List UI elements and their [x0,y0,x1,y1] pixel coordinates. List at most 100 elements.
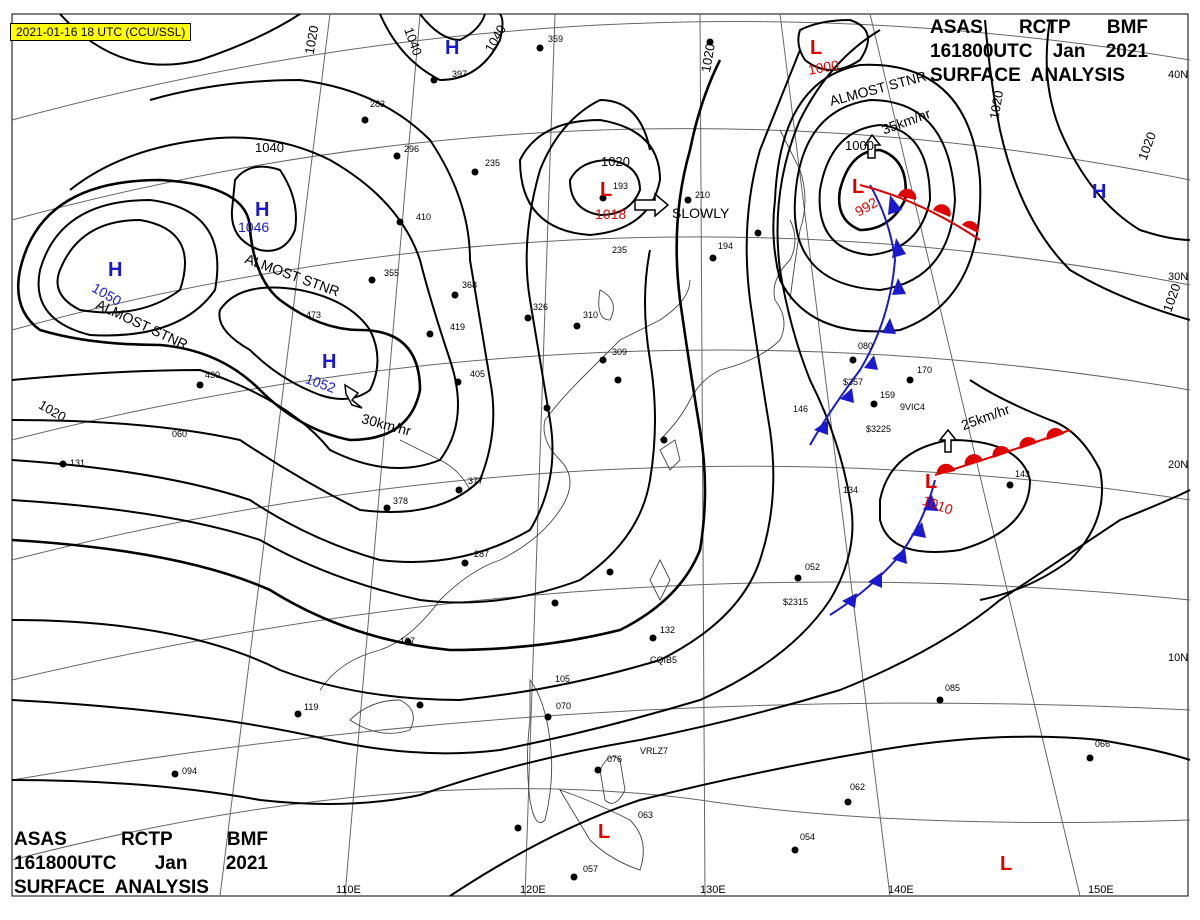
station-value: 296 [404,144,419,154]
isobars [11,13,1191,897]
high-letter: H [445,37,459,59]
cold-front-south [829,479,938,616]
station-value: 105 [555,674,570,684]
isobar-label: 1020 [698,42,718,73]
station-value: 473 [306,310,321,320]
station-value: 397 [452,69,467,79]
warm-front-north [859,184,981,241]
isobar-label: 1040 [255,140,284,155]
header-code: BMF [1106,17,1148,38]
grid-labels: 110E 120E 130E 140E 150E 40N 30N 20N 10N [336,69,1188,896]
header-agency: ASAS [930,17,983,38]
low-value: 1000 [807,57,841,78]
station-value: 410 [416,212,431,222]
header-year: 2021 [225,853,268,874]
station-value: 194 [718,241,733,251]
low-center-1000: L 1000 [807,37,841,78]
station-value: 430 [205,370,220,380]
station-value: 143 [1015,469,1030,479]
station-value: 235 [485,158,500,168]
header-month: Jan [1052,41,1086,62]
low-value: 1018 [595,206,626,222]
cold-front-north [809,184,906,446]
station-markers [59,38,1094,881]
lat-label-10n: 10N [1168,652,1188,664]
station-value: 283 [370,99,385,109]
header-station: RCTP [120,829,173,850]
isobar-label: 1020 [601,154,630,169]
timestamp-badge: 2021-01-16 18 UTC (CCU/SSL) [10,23,192,41]
low-letter: L [925,471,937,493]
high-letter: H [255,199,269,221]
lon-label-120e: 120E [520,884,546,896]
header-year: 2021 [1105,41,1148,62]
station-value: 062 [850,782,865,792]
station-value: 368 [462,280,477,290]
header-station: RCTP [1018,17,1071,38]
lon-label-140e: 140E [888,884,914,896]
header-title: SURFACE ANALYSIS [930,65,1125,86]
station-value: 405 [470,369,485,379]
station-value: 070 [556,701,571,711]
lat-label-30n: 30N [1168,271,1188,283]
station-value: 132 [660,625,675,635]
station-value: 054 [800,832,815,842]
lat-lon-grid [11,13,1191,897]
station-value: 419 [450,322,465,332]
high-center-1046: H 1046 [238,199,269,235]
high-letter: H [108,259,122,281]
station-value: $357 [843,377,863,387]
station-value: 309 [612,347,627,357]
station-value: 052 [805,562,820,572]
station-value: 134 [843,485,858,495]
warm-front-south [934,427,1071,476]
lat-label-20n: 20N [1168,459,1188,471]
station-value: 094 [182,766,197,776]
station-value: CQIB5 [650,655,677,665]
station-value: 310 [583,310,598,320]
station-value: 085 [945,683,960,693]
note-slowly: SLOWLY [672,205,730,221]
isobar-label: 1020 [986,89,1006,120]
low-center-1018: L 1018 [595,179,626,222]
station-values: 359 397 283 296 235 410 355 368 419 326 … [70,34,1110,874]
lon-label-110e: 110E [336,884,361,896]
lat-label-40n: 40N [1168,69,1188,81]
chart-header-bottom: ASAS RCTP BMF 161800UTC Jan 2021 SURFACE… [14,828,268,900]
lon-label-150e: 150E [1088,884,1114,896]
station-value: 355 [384,268,399,278]
isobar-label: 1020 [302,24,322,55]
low-letter: L [600,179,612,201]
station-value: 076 [607,754,622,764]
station-value: 235 [612,245,627,255]
station-value: 057 [583,864,598,874]
station-value: 326 [533,302,548,312]
station-value: 193 [613,181,628,191]
station-value: 146 [793,404,808,414]
high-value: 1046 [238,219,269,235]
chart-header-top: ASAS RCTP BMF 161800UTC Jan 2021 SURFACE… [930,16,1148,88]
station-value: 080 [858,341,873,351]
station-value: 187 [400,636,415,646]
low-letter: L [598,821,610,843]
header-code: BMF [226,829,268,850]
station-value: 159 [880,390,895,400]
motion-arrows [344,133,958,453]
station-value: 131 [70,458,85,468]
low-letter: L [852,176,864,198]
low-letter: L [810,37,822,59]
station-value: VRLZ7 [640,746,668,756]
station-value: 119 [304,702,318,712]
station-value: 378 [393,496,408,506]
header-title: SURFACE ANALYSIS [14,877,209,898]
lon-label-130e: 130E [700,884,726,896]
station-value: 377 [468,476,483,486]
station-value: 066 [1095,739,1110,749]
station-value: 9VIC4 [900,402,925,412]
station-value: 170 [917,365,932,375]
header-datetime: 161800UTC [14,853,117,874]
station-value: 287 [474,549,489,559]
high-letter: H [322,351,336,373]
station-value: 060 [172,429,187,439]
